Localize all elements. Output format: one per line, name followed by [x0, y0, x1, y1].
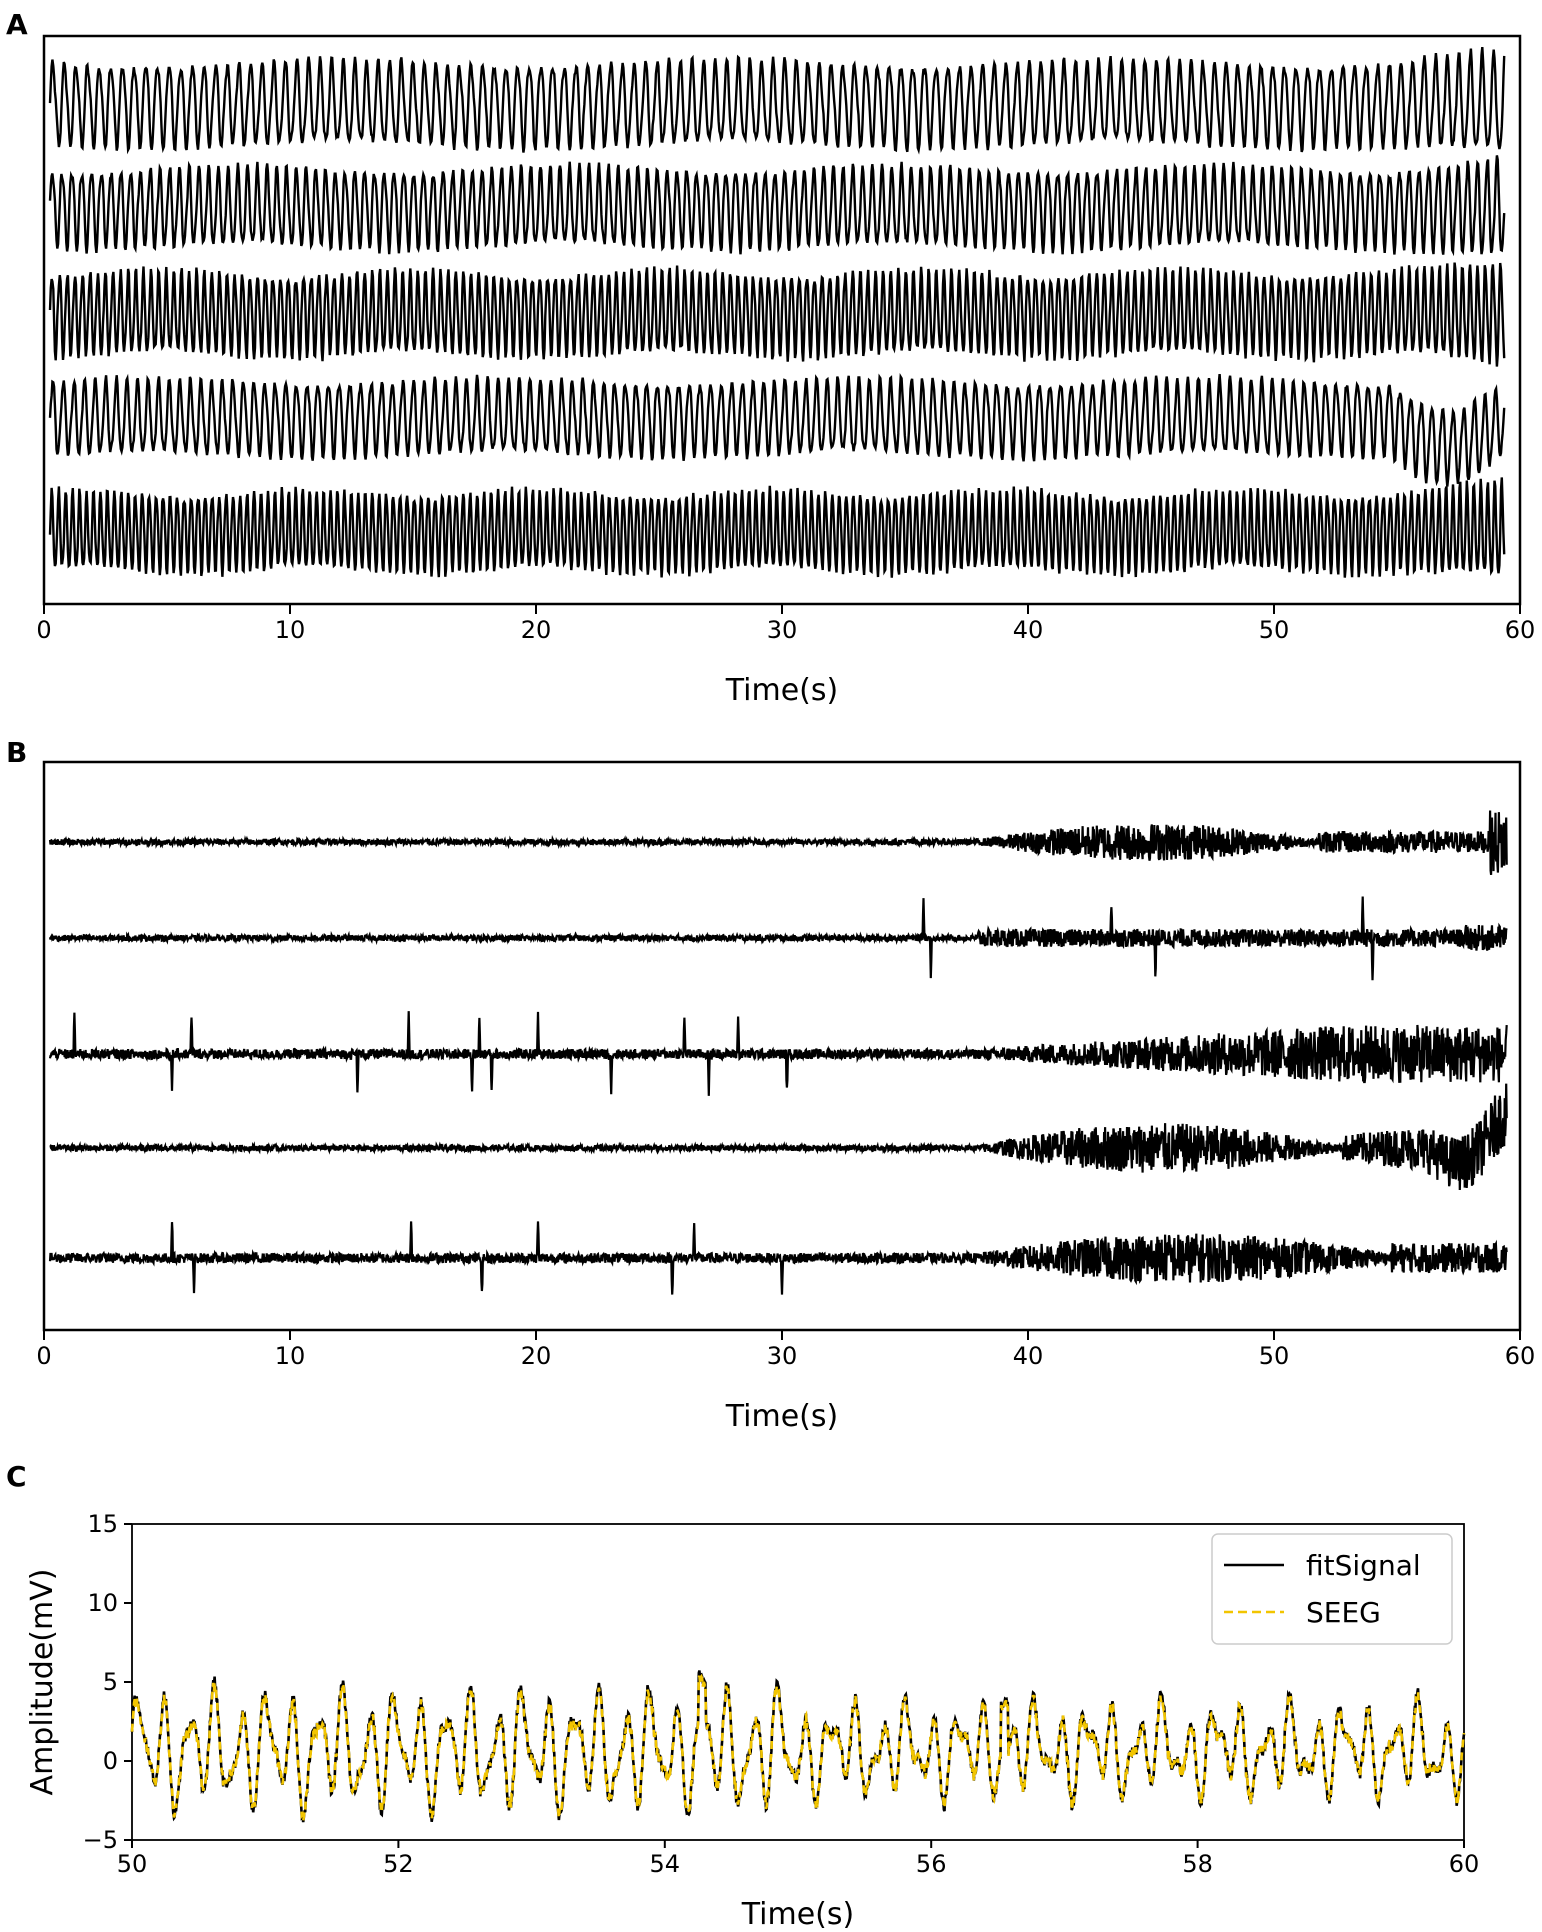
panel-a-x-tick-label-6: 60: [1505, 616, 1536, 644]
panel-c-y-tick-label-3: 10: [87, 1589, 118, 1617]
panel-a-x-tick-label-1: 10: [275, 616, 306, 644]
panel-b-trace-4: [49, 1083, 1508, 1191]
panel-c-traces: [130, 1670, 1466, 1823]
panel-b-trace-1: [48, 810, 1508, 876]
panel-c-y-tick-label-1: 0: [103, 1747, 118, 1775]
panel-letter-b: B: [6, 736, 27, 769]
panel-a-x-tick-label-3: 30: [767, 616, 798, 644]
panel-a-x-tick-label-0: 0: [36, 616, 51, 644]
panel-c-x-tick-label-4: 58: [1182, 1850, 1213, 1878]
panel-b-plot: 0 10 20 30 40 50 60 Time(s): [36, 760, 1535, 1434]
panel-c-y-tick-label-4: 15: [87, 1510, 118, 1538]
panel-b-trace-3: [48, 1011, 1508, 1096]
panel-b-x-tick-label-2: 20: [521, 1342, 552, 1370]
panel-c-y-tick-label-2: 5: [103, 1668, 118, 1696]
panel-c-plot: 50 52 54 56 58 60 −5 0 5 10 15 Time(s) Amplitude(…: [25, 1510, 1479, 1932]
legend-seeg-label: SEEG: [1306, 1596, 1381, 1629]
panel-c-legend: fitSignal SEEG: [1211, 1533, 1453, 1645]
panel-a-trace-1: [48, 46, 1506, 155]
panel-a-plot: 0 10 20 30 40 50 60 Time(s): [36, 34, 1535, 708]
panel-letter-c: C: [6, 1460, 27, 1493]
panel-a-traces: [48, 46, 1506, 578]
panel-b-x-tick-label-4: 40: [1013, 1342, 1044, 1370]
panel-c-x-tick-label-3: 56: [916, 1850, 947, 1878]
panel-a-x-axis: 0 10 20 30 40 50 60: [36, 604, 1535, 644]
panel-b-x-axis-label: Time(s): [725, 1399, 838, 1434]
panel-c-x-tick-label-5: 60: [1449, 1850, 1480, 1878]
panel-a-trace-3: [48, 262, 1506, 367]
panel-a-x-tick-label-4: 40: [1013, 616, 1044, 644]
panel-a-trace-5: [48, 477, 1506, 578]
panel-c-y-tick-label-0: −5: [83, 1826, 118, 1854]
panel-a-x-axis-label: Time(s): [725, 673, 838, 708]
panel-a-x-tick-label-2: 20: [521, 616, 552, 644]
panel-b-trace-5: [48, 1221, 1508, 1295]
panel-a-x-tick-label-5: 50: [1259, 616, 1290, 644]
panel-c-x-tick-label-2: 54: [650, 1850, 681, 1878]
panel-c-x-tick-label-1: 52: [383, 1850, 414, 1878]
panel-c-x-tick-label-0: 50: [117, 1850, 148, 1878]
panel-b-trace-2: [48, 896, 1508, 981]
panel-b-x-tick-label-0: 0: [36, 1342, 51, 1370]
panel-a-trace-2: [48, 155, 1506, 257]
panel-b-x-tick-label-1: 10: [275, 1342, 306, 1370]
panel-c-x-axis-label: Time(s): [741, 1897, 854, 1932]
panel-b-x-tick-label-6: 60: [1505, 1342, 1536, 1370]
panel-c-x-axis: 50 52 54 56 58 60: [117, 1840, 1480, 1878]
panel-b-x-axis: 0 10 20 30 40 50 60: [36, 1330, 1535, 1370]
panel-c-y-axis-label: Amplitude(mV): [25, 1569, 60, 1796]
legend-frame: [1211, 1533, 1453, 1645]
panel-c-series-seeg: [130, 1673, 1466, 1822]
panel-a-trace-4: [48, 372, 1506, 487]
panel-b-traces: [48, 810, 1508, 1295]
panel-c-y-axis: −5 0 5 10 15: [83, 1510, 132, 1854]
panel-b-x-tick-label-3: 30: [767, 1342, 798, 1370]
legend-fitsignal-label: fitSignal: [1306, 1549, 1421, 1582]
panel-letter-a: A: [6, 8, 28, 41]
panel-b-x-tick-label-5: 50: [1259, 1342, 1290, 1370]
